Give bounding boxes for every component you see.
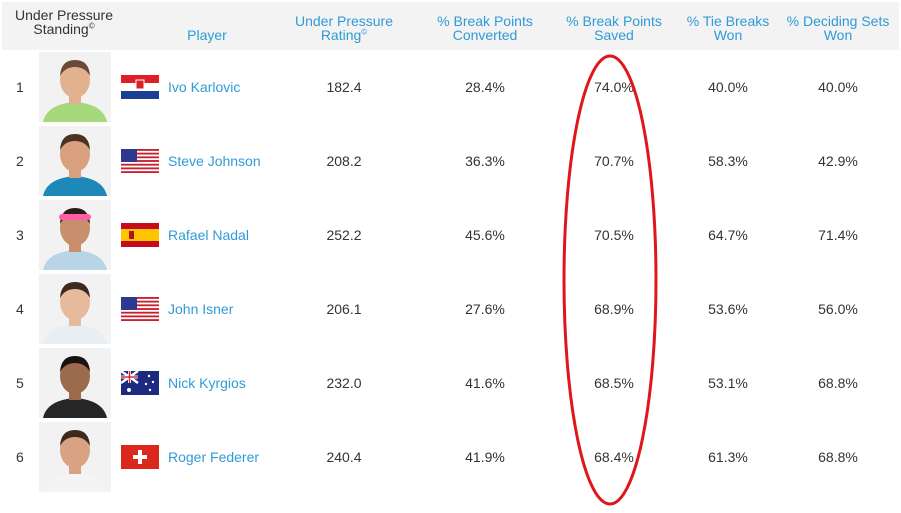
bp-converted-cell: 28.4% [465,79,505,95]
copyright-icon: © [361,27,368,37]
bp-saved-cell: 68.4% [594,449,634,465]
player-photo[interactable] [39,422,111,492]
tie-breaks-cell: 61.3% [708,449,748,465]
player-photo[interactable] [39,274,111,344]
tie-breaks-cell: 53.1% [708,375,748,391]
rank-cell: 3 [16,227,24,243]
switzerland-flag-icon [121,445,159,469]
under-pressure-table: Under Pressure Standing© Player Under Pr… [2,2,899,494]
table-header: Under Pressure Standing© Player Under Pr… [2,2,899,50]
copyright-icon: © [88,21,95,31]
player-photo[interactable] [39,200,111,270]
tie-breaks-cell: 64.7% [708,227,748,243]
rank-cell: 1 [16,79,24,95]
player-name-link[interactable]: Rafael Nadal [168,227,249,243]
bp-saved-cell: 74.0% [594,79,634,95]
bp-saved-cell: 68.9% [594,301,634,317]
player-photo[interactable] [39,126,111,196]
usa-flag-icon [121,149,159,173]
table-row[interactable]: 3 Rafael Nadal 252.2 45.6% 70.5% 64.7% 71.4% [2,198,899,273]
usa-flag-icon [121,297,159,321]
table-row[interactable]: 6 Roger Federer 240.4 41.9% 68.4% 61.3% 68.8% [2,420,899,494]
player-name-link[interactable]: Roger Federer [168,449,260,465]
bp-converted-cell: 45.6% [465,227,505,243]
bp-saved-cell: 68.5% [594,375,634,391]
tie-breaks-cell: 58.3% [708,153,748,169]
deciding-sets-cell: 68.8% [818,449,858,465]
header-deciding-sets[interactable]: % Deciding Sets Won [786,13,890,43]
table-row[interactable]: 1 Ivo Karlovic 182.4 28.4% 74.0% 40.0% 40.0% [2,50,899,125]
bp-saved-cell: 70.7% [594,153,634,169]
rating-cell: 182.4 [326,79,362,95]
player-photo[interactable] [39,52,111,122]
header-bp-converted[interactable]: % Break Points Converted [437,13,533,43]
bp-converted-cell: 41.9% [465,449,505,465]
australia-flag-icon [121,371,159,395]
deciding-sets-cell: 71.4% [818,227,858,243]
player-name-link[interactable]: Steve Johnson [168,153,261,169]
bp-converted-cell: 41.6% [465,375,505,391]
header-tie-breaks[interactable]: % Tie Breaks Won [686,13,770,43]
table-row[interactable]: 2 Steve Johnson 208.2 36.3% 70.7% 58.3% 42.9% [2,124,899,199]
header-rating[interactable]: Under Pressure Rating© [294,13,394,43]
deciding-sets-cell: 40.0% [818,79,858,95]
player-name-link[interactable]: Nick Kyrgios [168,375,246,391]
player-name-link[interactable]: Ivo Karlovic [168,79,241,95]
header-player[interactable]: Player [187,27,227,43]
rating-cell: 252.2 [326,227,362,243]
croatia-flag-icon [121,75,159,99]
tie-breaks-cell: 53.6% [708,301,748,317]
rating-cell: 240.4 [326,449,362,465]
tie-breaks-cell: 40.0% [708,79,748,95]
bp-saved-cell: 70.5% [594,227,634,243]
rating-cell: 232.0 [326,375,362,391]
player-name-link[interactable]: John Isner [168,301,234,317]
deciding-sets-cell: 42.9% [818,153,858,169]
rating-cell: 208.2 [326,153,362,169]
rank-cell: 5 [16,375,24,391]
spain-flag-icon [121,223,159,247]
rating-cell: 206.1 [326,301,362,317]
player-photo[interactable] [39,348,111,418]
header-standing[interactable]: Under Pressure Standing© [14,7,114,37]
bp-converted-cell: 27.6% [465,301,505,317]
rank-cell: 6 [16,449,24,465]
table-row[interactable]: 4 John Isner 206.1 27.6% 68.9% 53.6% 56.0% [2,272,899,347]
rank-cell: 2 [16,153,24,169]
deciding-sets-cell: 68.8% [818,375,858,391]
deciding-sets-cell: 56.0% [818,301,858,317]
bp-converted-cell: 36.3% [465,153,505,169]
header-bp-saved[interactable]: % Break Points Saved [566,13,662,43]
table-row[interactable]: 5 Nick Kyrgios 232.0 41.6% 68.5% 53.1% 68.8% [2,346,899,421]
rank-cell: 4 [16,301,24,317]
